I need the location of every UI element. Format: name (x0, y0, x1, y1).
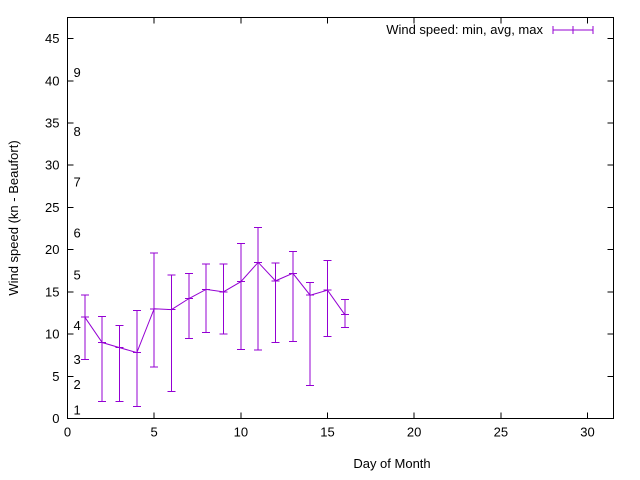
y-tick-label: 30 (45, 158, 59, 173)
y-axis-tick-labels: 0 5 10 15 20 25 30 35 40 45 (45, 31, 59, 426)
error-bar (254, 227, 263, 351)
x-tick-label: 0 (64, 425, 71, 440)
y-tick-label: 45 (45, 31, 59, 46)
y-tick-label: 15 (45, 284, 59, 299)
y-tick-label: 5 (52, 369, 59, 384)
beaufort-label: 9 (74, 65, 81, 80)
x-tick-label: 10 (234, 425, 248, 440)
x-tick-label: 15 (320, 425, 334, 440)
error-bar (271, 262, 280, 344)
error-bar (236, 243, 245, 350)
beaufort-label: 3 (74, 352, 81, 367)
beaufort-label: 1 (74, 403, 81, 418)
y-axis-ticks (67, 38, 614, 419)
beaufort-label: 2 (74, 377, 81, 392)
error-bar (323, 260, 332, 338)
legend-label: Wind speed: min, avg, max (386, 22, 543, 37)
error-bar (340, 298, 349, 328)
y-tick-label: 40 (45, 73, 59, 88)
error-bar (202, 263, 211, 333)
y-tick-label: 10 (45, 327, 59, 342)
beaufort-label: 7 (74, 175, 81, 190)
error-bar (132, 309, 141, 408)
error-bar (219, 263, 228, 335)
beaufort-scale-labels: 1 2 3 4 5 6 7 8 9 (74, 65, 81, 418)
plot-border (67, 17, 614, 419)
error-bar (80, 294, 89, 360)
beaufort-label: 4 (74, 318, 81, 333)
beaufort-label: 8 (74, 124, 81, 139)
y-tick-label: 25 (45, 200, 59, 215)
error-bar (306, 282, 315, 387)
y-tick-label: 0 (52, 411, 59, 426)
y-axis-title: Wind speed (kn - Beaufort) (6, 140, 21, 295)
y-tick-label: 35 (45, 116, 59, 131)
error-bar (184, 272, 193, 339)
x-tick-label: 20 (407, 425, 421, 440)
error-bars-group (80, 227, 349, 408)
error-bar (98, 315, 107, 403)
x-tick-label: 5 (151, 425, 158, 440)
x-axis-title: Day of Month (353, 456, 430, 471)
legend-sample-errorbar (552, 26, 594, 34)
x-tick-label: 30 (580, 425, 594, 440)
y-tick-label: 20 (45, 242, 59, 257)
x-axis-ticks (67, 17, 588, 419)
error-bar (167, 274, 176, 392)
error-bar (115, 325, 124, 403)
error-bar (288, 250, 297, 343)
beaufort-label: 5 (74, 267, 81, 282)
x-tick-label: 25 (494, 425, 508, 440)
beaufort-label: 6 (74, 225, 81, 240)
x-axis-tick-labels: 0 5 10 15 20 25 30 (64, 425, 595, 440)
wind-speed-average-line (84, 261, 346, 354)
